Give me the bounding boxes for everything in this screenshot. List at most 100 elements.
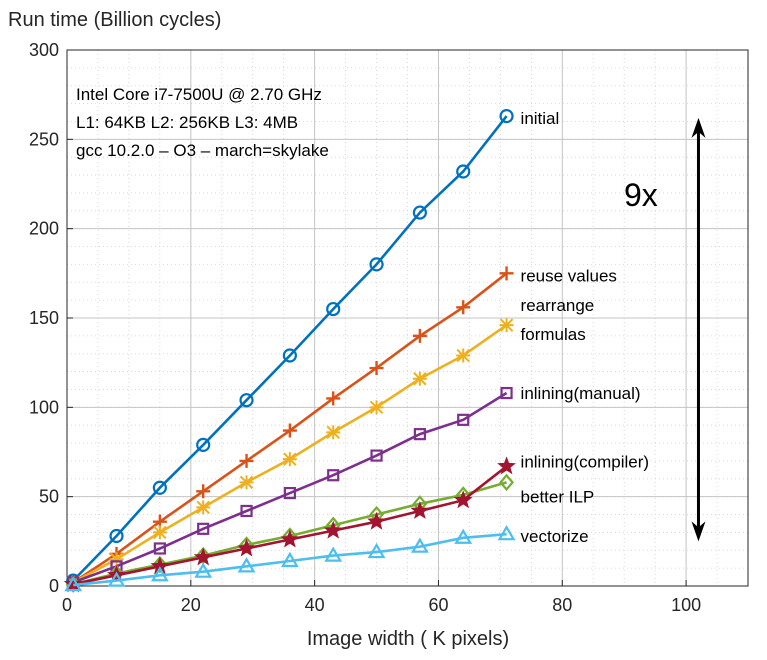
initial-marker [196, 437, 211, 452]
y-tick-label: 150 [29, 308, 59, 328]
series-rearrange-formulas [66, 318, 514, 590]
series-label-better-ilp: better ILP [521, 487, 595, 506]
series-vectorize [64, 525, 516, 592]
initial-marker [152, 480, 167, 495]
reuse-values-marker [282, 423, 297, 438]
inlining-manual-marker [413, 428, 426, 441]
initial-marker [239, 393, 254, 408]
x-tick-label: 20 [181, 595, 201, 615]
initial-marker [369, 257, 384, 272]
inlining-compiler-marker [63, 574, 83, 593]
initial-marker [499, 109, 514, 124]
cache-info-text: L1: 64KB L2: 256KB L3: 4MB [76, 113, 298, 132]
x-tick-label: 100 [671, 595, 701, 615]
annotations: Intel Core i7-7500U @ 2.70 GHz L1: 64KB … [76, 85, 706, 542]
reuse-values-marker [326, 391, 341, 406]
x-tick-label: 80 [552, 595, 572, 615]
axis-ticks: 0 20 40 60 80 100 0 50 100 150 200 250 300 [29, 40, 701, 615]
x-tick-label: 40 [305, 595, 325, 615]
vectorize-marker [410, 537, 429, 553]
rearrange-formulas-marker [282, 452, 297, 467]
compiler-info-text: gcc 10.2.0 – O3 – march=skylake [76, 141, 329, 160]
series-label-vectorize: vectorize [521, 527, 589, 546]
y-tick-label: 100 [29, 397, 59, 417]
inlining-compiler-marker [497, 456, 516, 475]
vectorize-marker [107, 571, 126, 587]
cpu-info-text: Intel Core i7-7500U @ 2.70 GHz [76, 85, 322, 104]
y-tick-label: 50 [39, 487, 59, 507]
inlining-manual-marker [153, 542, 166, 555]
rearrange-formulas-marker [456, 348, 471, 363]
rearrange-formulas-marker [196, 500, 211, 515]
inlining-compiler-marker [367, 511, 386, 530]
speedup-label: 9x [624, 177, 658, 213]
series-label-initial: initial [521, 109, 560, 128]
vectorize-marker [194, 562, 213, 578]
rearrange-formulas-marker [239, 475, 254, 490]
better-ilp-marker [152, 555, 168, 574]
rearrange-formulas-marker [326, 425, 341, 440]
reuse-values-marker [456, 300, 471, 315]
initial-marker [282, 348, 297, 363]
vectorize-marker [150, 566, 169, 582]
rearrange-formulas-marker [499, 318, 514, 333]
series-label-inlining-compiler: inlining(compiler) [521, 452, 650, 471]
inlining-manual-marker [500, 386, 513, 400]
inlining-compiler-marker [280, 529, 300, 548]
reuse-values-marker [239, 453, 254, 468]
y-tick-label: 200 [29, 219, 59, 239]
initial-marker [326, 301, 341, 317]
vectorize-marker [454, 528, 473, 544]
x-tick-label: 0 [62, 595, 72, 615]
vectorize-marker [237, 557, 256, 573]
rearrange-formulas-marker [152, 525, 167, 540]
series-label-inlining-manual: inlining(manual) [521, 384, 641, 403]
series-label-reuse-values: reuse values [521, 266, 617, 285]
vectorize-marker [497, 525, 516, 541]
y-tick-label: 0 [49, 576, 59, 596]
inlining-manual-marker [370, 449, 383, 462]
inlining-compiler-marker [323, 520, 343, 539]
vectorize-marker [64, 575, 83, 592]
inlining-manual-marker [197, 522, 210, 535]
speedup-arrow-head-bottom [691, 521, 706, 542]
series-layer [63, 109, 516, 593]
rearrange-formulas-marker [412, 371, 427, 386]
y-axis-title: Run time (Billion cycles) [8, 9, 221, 31]
reuse-values-marker [196, 484, 211, 499]
series-labels: initial reuse values rearrange formulas inli… [521, 109, 650, 546]
x-axis-title: Image width ( K pixels) [307, 628, 509, 650]
x-tick-label: 60 [428, 595, 448, 615]
better-ilp-marker [499, 473, 515, 492]
inlining-manual-marker [283, 486, 296, 500]
series-initial [66, 109, 514, 588]
vectorize-marker [280, 551, 299, 568]
inlining-compiler-marker [410, 501, 430, 519]
series-line-initial [72, 115, 508, 582]
vectorize-marker [324, 546, 343, 562]
inlining-manual-marker [240, 504, 253, 518]
series-inlining-manual [67, 386, 513, 589]
inlining-manual-marker [327, 469, 340, 482]
inlining-compiler-marker [453, 490, 473, 509]
series-line-vectorize [73, 532, 507, 587]
initial-marker [456, 164, 471, 179]
inlining-manual-marker [457, 413, 470, 426]
rearrange-formulas-marker [109, 552, 124, 567]
speedup-arrow-head-top [691, 117, 706, 138]
vectorize-marker [367, 542, 386, 559]
y-tick-label: 300 [29, 40, 59, 60]
series-line-inlining-manual [72, 391, 508, 584]
inlining-compiler-marker [193, 547, 213, 566]
rearrange-formulas-marker [369, 400, 384, 415]
reuse-values-marker [499, 266, 514, 281]
reuse-values-marker [412, 328, 427, 343]
series-inlining-compiler [63, 456, 516, 593]
initial-marker [109, 528, 124, 544]
reuse-values-marker [369, 361, 384, 376]
y-tick-label: 250 [29, 129, 59, 149]
initial-marker [412, 205, 427, 220]
series-label-rearrange-formulas: rearrange formulas [521, 296, 595, 344]
inlining-compiler-marker [237, 538, 256, 557]
